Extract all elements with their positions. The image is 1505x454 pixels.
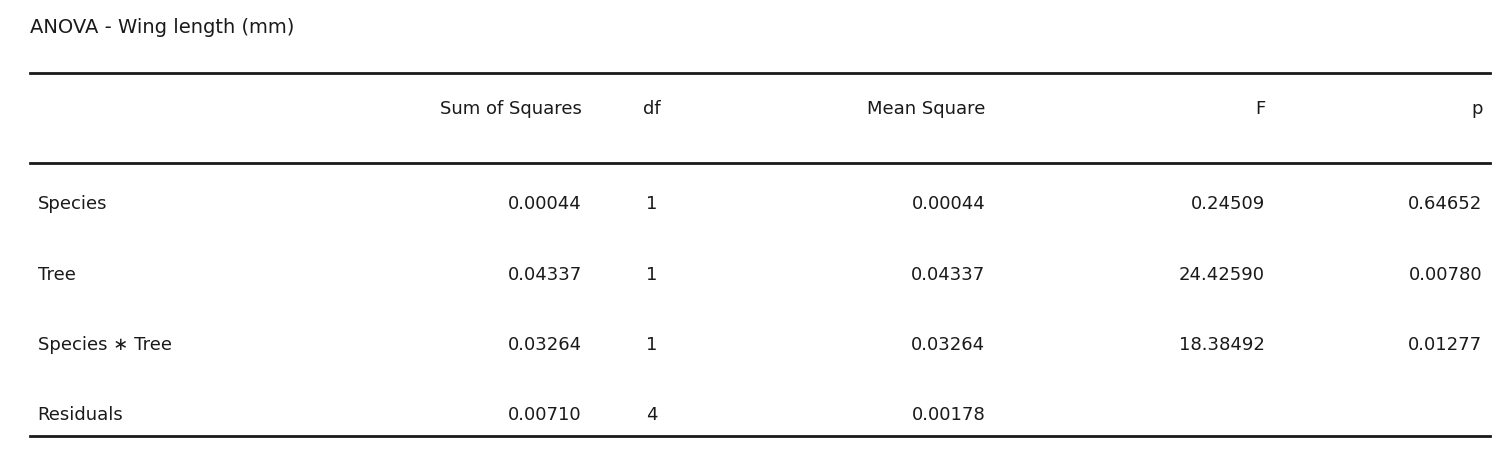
Text: 4: 4 [646,406,658,424]
Text: 24.42590: 24.42590 [1178,266,1266,284]
Text: 1: 1 [646,266,658,284]
Text: 0.03264: 0.03264 [912,336,986,354]
Text: 18.38492: 18.38492 [1178,336,1266,354]
Text: p: p [1470,100,1482,118]
Text: 0.00044: 0.00044 [507,195,581,213]
Text: 1: 1 [646,336,658,354]
Text: Tree: Tree [38,266,75,284]
Text: ANOVA - Wing length (mm): ANOVA - Wing length (mm) [30,18,295,37]
Text: 0.00710: 0.00710 [509,406,581,424]
Text: 0.04337: 0.04337 [911,266,986,284]
Text: 0.00044: 0.00044 [912,195,986,213]
Text: 0.24509: 0.24509 [1190,195,1266,213]
Text: Species: Species [38,195,107,213]
Text: 0.01277: 0.01277 [1409,336,1482,354]
Text: 0.00780: 0.00780 [1409,266,1482,284]
Text: df: df [643,100,661,118]
Text: 0.03264: 0.03264 [507,336,581,354]
Text: Species ∗ Tree: Species ∗ Tree [38,336,172,354]
Text: 1: 1 [646,195,658,213]
Text: F: F [1255,100,1266,118]
Text: 0.00178: 0.00178 [912,406,986,424]
Text: Residuals: Residuals [38,406,123,424]
Text: 0.04337: 0.04337 [507,266,581,284]
Text: 0.64652: 0.64652 [1409,195,1482,213]
Text: Sum of Squares: Sum of Squares [439,100,581,118]
Text: Mean Square: Mean Square [867,100,986,118]
